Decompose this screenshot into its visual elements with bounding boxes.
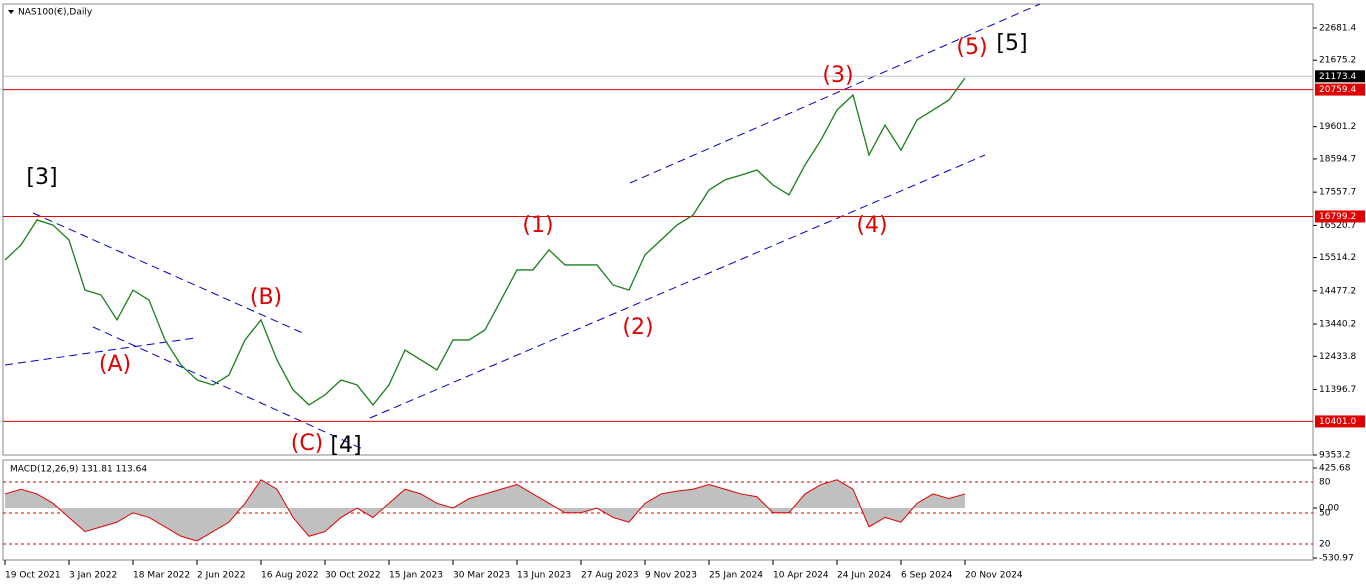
wave-label: (5)	[956, 35, 987, 60]
x-tick-label: 30 Oct 2022	[325, 571, 381, 581]
price-label-bg	[1315, 415, 1365, 428]
y-tick-label: 15514.2	[1319, 253, 1356, 263]
y-tick-label: 19601.2	[1319, 122, 1356, 132]
y-tick-label: 17557.7	[1319, 188, 1356, 198]
price-label-bg	[1315, 70, 1365, 83]
x-tick-label: 20 Nov 2024	[965, 571, 1023, 581]
wave-label: [5]	[996, 31, 1027, 56]
y-tick-label: 22681.4	[1319, 23, 1356, 33]
x-tick-label: 3 Jan 2022	[69, 571, 117, 581]
wave-label: (4)	[856, 213, 887, 238]
x-tick-label: 9 Nov 2023	[645, 571, 697, 581]
wave-label: (1)	[522, 213, 553, 238]
y-tick-label: 14477.2	[1319, 286, 1356, 296]
macd-title: MACD(12,26,9) 131.81 113.64	[10, 465, 147, 475]
trend-line	[92, 326, 366, 451]
x-tick-label: 30 Mar 2023	[453, 571, 510, 581]
x-tick-label: 25 Jan 2024	[709, 571, 763, 581]
price-label: 10401.0	[1319, 417, 1356, 427]
wave-label: (A)	[99, 352, 131, 377]
price-label: 21173.4	[1319, 72, 1356, 82]
wave-label: [3]	[26, 165, 57, 190]
y-tick-label: 12433.8	[1319, 352, 1356, 362]
y-tick-label: 11396.7	[1319, 385, 1356, 395]
price-label-bg	[1315, 210, 1365, 223]
y-tick-label: 0.00	[1319, 504, 1339, 514]
wave-label: (C)	[291, 431, 324, 456]
x-tick-label: 18 Mar 2022	[133, 571, 190, 581]
price-line-series	[4, 77, 966, 406]
y-tick-label: 16520.7	[1319, 221, 1356, 231]
trend-line	[32, 212, 306, 335]
y-tick-label: 18594.7	[1319, 154, 1356, 164]
x-tick-label: 19 Oct 2021	[5, 571, 61, 581]
trend-line	[629, 3, 1041, 184]
x-tick-label: 6 Sep 2024	[901, 571, 953, 581]
trend-line	[4, 337, 196, 366]
x-tick-label: 2 Jun 2022	[197, 571, 245, 581]
y-tick-label: 425.68	[1319, 464, 1351, 474]
chart-title: NAS100(€),Daily	[18, 8, 93, 18]
main-panel	[2, 3, 1314, 456]
x-tick-label: 16 Aug 2022	[261, 571, 319, 581]
macd-signal	[4, 479, 966, 542]
trend-line	[369, 154, 986, 419]
wave-label: (3)	[822, 63, 853, 88]
price-label-bg	[1315, 83, 1365, 96]
y2-tick-label: 50	[1319, 508, 1331, 518]
y2-tick-label: 20	[1319, 539, 1331, 549]
y-tick-label: 9353.2	[1319, 451, 1351, 461]
wave-label: [4]	[330, 433, 361, 458]
menu-arrow[interactable]	[8, 10, 14, 14]
wave-label: (2)	[622, 315, 653, 340]
y-tick-label: -530.97	[1319, 554, 1354, 564]
x-tick-label: 24 Jun 2024	[837, 571, 891, 581]
x-tick-label: 10 Apr 2024	[773, 571, 829, 581]
macd-histogram	[5, 479, 965, 541]
x-tick-label: 27 Aug 2023	[581, 571, 639, 581]
x-tick-label: 15 Jan 2023	[389, 571, 443, 581]
wave-label: (B)	[250, 285, 282, 310]
y-tick-label: 13440.2	[1319, 320, 1356, 330]
price-label: 16799.2	[1319, 212, 1356, 222]
y-tick-label: 21675.2	[1319, 56, 1356, 66]
channel-lines	[4, 3, 1041, 451]
x-tick-label: 13 Jun 2023	[517, 571, 571, 581]
price-label: 20759.4	[1319, 85, 1356, 95]
y2-tick-label: 80	[1319, 477, 1331, 487]
